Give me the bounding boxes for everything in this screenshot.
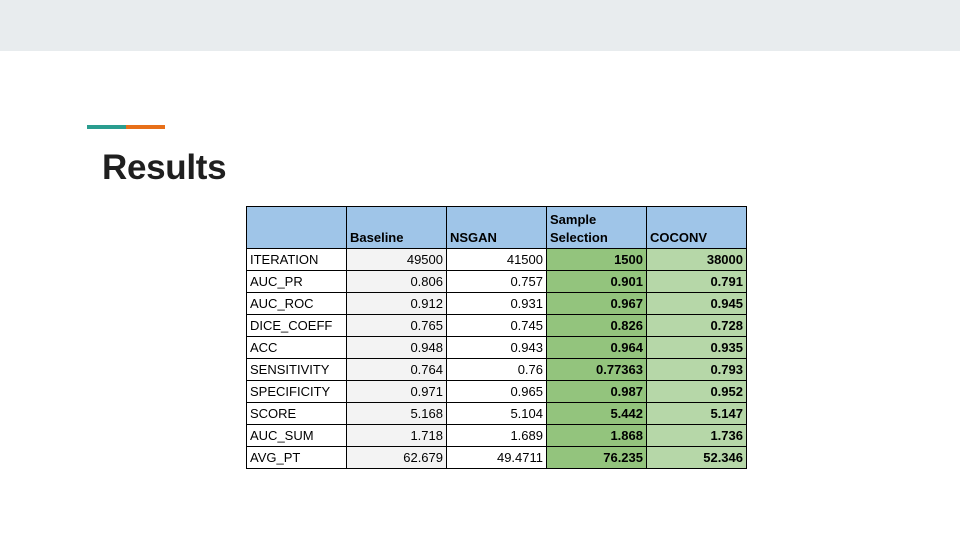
table-row: AVG_PT 62.679 49.4711 76.235 52.346 (246, 446, 747, 469)
table-row: DICE_COEFF 0.765 0.745 0.826 0.728 (246, 314, 747, 337)
accent-bar-teal (87, 125, 126, 129)
sample-selection-cell: 0.901 (546, 270, 647, 293)
nsgan-cell: 5.104 (446, 402, 547, 425)
nsgan-cell: 0.965 (446, 380, 547, 403)
metric-cell: AUC_ROC (246, 292, 347, 315)
coconv-cell: 1.736 (646, 424, 747, 447)
sample-selection-cell: 76.235 (546, 446, 647, 469)
sample-selection-cell: 1.868 (546, 424, 647, 447)
baseline-cell: 0.806 (346, 270, 447, 293)
sample-selection-cell: 0.967 (546, 292, 647, 315)
sample-selection-cell: 1500 (546, 248, 647, 271)
header-cell-coconv: COCONV (646, 206, 747, 249)
baseline-cell: 0.971 (346, 380, 447, 403)
header-cell-metric (246, 206, 347, 249)
baseline-cell: 0.948 (346, 336, 447, 359)
table-row: ACC 0.948 0.943 0.964 0.935 (246, 336, 747, 359)
table-row: AUC_SUM 1.718 1.689 1.868 1.736 (246, 424, 747, 447)
coconv-cell: 0.791 (646, 270, 747, 293)
sample-selection-cell: 0.964 (546, 336, 647, 359)
baseline-cell: 0.765 (346, 314, 447, 337)
header-cell-baseline: Baseline (346, 206, 447, 249)
sample-selection-cell: 0.826 (546, 314, 647, 337)
table-header-row: Baseline NSGAN Sample Selection COCONV (246, 206, 747, 249)
slide-title: Results (102, 148, 227, 187)
coconv-cell: 0.952 (646, 380, 747, 403)
nsgan-cell: 49.4711 (446, 446, 547, 469)
coconv-cell: 0.945 (646, 292, 747, 315)
header-cell-sample-selection: Sample Selection (546, 206, 647, 249)
coconv-cell: 0.935 (646, 336, 747, 359)
accent-bar-orange (126, 125, 165, 129)
table-row: SCORE 5.168 5.104 5.442 5.147 (246, 402, 747, 425)
nsgan-cell: 0.943 (446, 336, 547, 359)
results-table: Baseline NSGAN Sample Selection COCONV I… (246, 206, 747, 469)
coconv-cell: 52.346 (646, 446, 747, 469)
nsgan-cell: 0.931 (446, 292, 547, 315)
nsgan-cell: 41500 (446, 248, 547, 271)
metric-cell: SPECIFICITY (246, 380, 347, 403)
metric-cell: SCORE (246, 402, 347, 425)
sample-selection-cell: 5.442 (546, 402, 647, 425)
nsgan-cell: 0.76 (446, 358, 547, 381)
coconv-cell: 38000 (646, 248, 747, 271)
baseline-cell: 0.764 (346, 358, 447, 381)
nsgan-cell: 0.757 (446, 270, 547, 293)
table-row: SPECIFICITY 0.971 0.965 0.987 0.952 (246, 380, 747, 403)
table-row: AUC_PR 0.806 0.757 0.901 0.791 (246, 270, 747, 293)
top-band (0, 0, 960, 51)
sample-selection-cell: 0.987 (546, 380, 647, 403)
coconv-cell: 5.147 (646, 402, 747, 425)
metric-cell: AUC_PR (246, 270, 347, 293)
coconv-cell: 0.793 (646, 358, 747, 381)
baseline-cell: 49500 (346, 248, 447, 271)
nsgan-cell: 1.689 (446, 424, 547, 447)
table-row: AUC_ROC 0.912 0.931 0.967 0.945 (246, 292, 747, 315)
metric-cell: ITERATION (246, 248, 347, 271)
coconv-cell: 0.728 (646, 314, 747, 337)
baseline-cell: 1.718 (346, 424, 447, 447)
metric-cell: AUC_SUM (246, 424, 347, 447)
metric-cell: AVG_PT (246, 446, 347, 469)
nsgan-cell: 0.745 (446, 314, 547, 337)
baseline-cell: 5.168 (346, 402, 447, 425)
table-row: SENSITIVITY 0.764 0.76 0.77363 0.793 (246, 358, 747, 381)
metric-cell: ACC (246, 336, 347, 359)
header-cell-nsgan: NSGAN (446, 206, 547, 249)
baseline-cell: 62.679 (346, 446, 447, 469)
table-row: ITERATION 49500 41500 1500 38000 (246, 248, 747, 271)
metric-cell: SENSITIVITY (246, 358, 347, 381)
sample-selection-cell: 0.77363 (546, 358, 647, 381)
metric-cell: DICE_COEFF (246, 314, 347, 337)
baseline-cell: 0.912 (346, 292, 447, 315)
